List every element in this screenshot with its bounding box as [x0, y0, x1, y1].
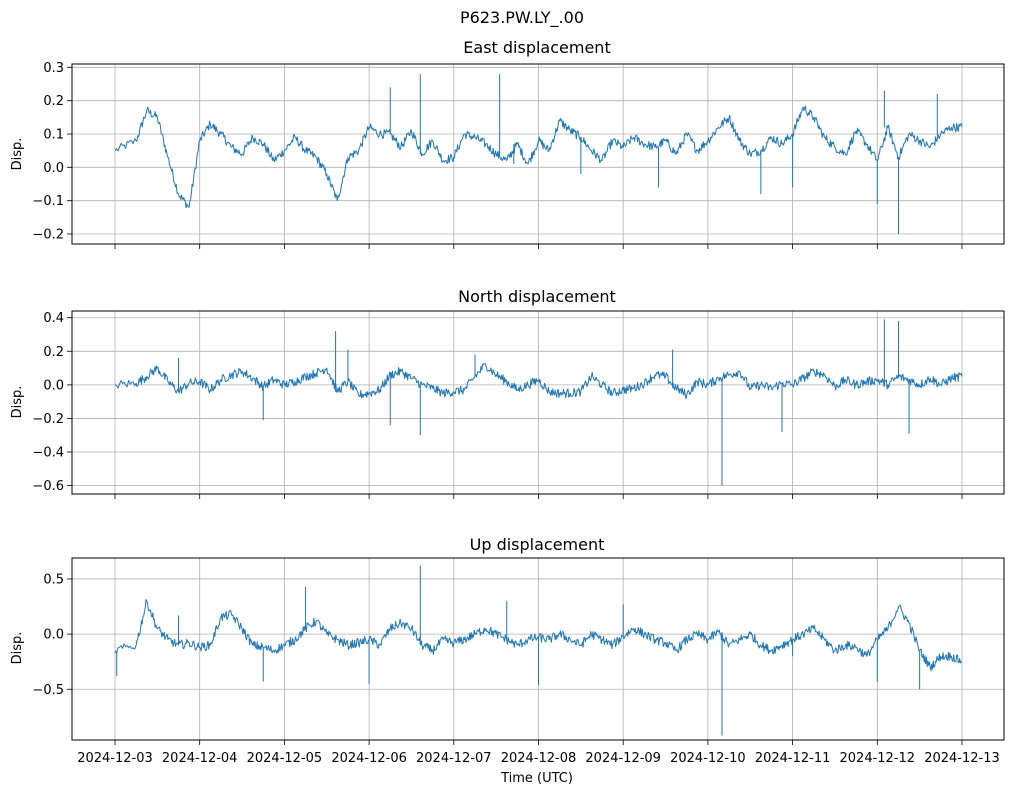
north-panel: North displacement Disp. 0.4 0.2 0.0 −0.2 −0… — [10, 287, 1005, 499]
y-tick-label: −0.2 — [32, 228, 64, 243]
y-tick-label: 0.3 — [43, 61, 64, 76]
up-ticks: 2024-12-03 2024-12-04 2024-12-05 2024-12-06… — [32, 572, 999, 766]
x-axis-label: Time (UTC) — [500, 771, 573, 786]
east-ticks: 0.3 0.2 0.1 0.0 −0.1 −0.2 — [32, 61, 963, 249]
y-tick-label: −0.1 — [32, 194, 64, 209]
up-axes-frame — [71, 557, 1005, 741]
north-grid — [72, 311, 1004, 494]
y-tick-label: 0.2 — [43, 94, 64, 109]
up-panel: Up displacement Disp. 2024-12-03 2024-12-… — [10, 535, 1005, 766]
y-tick-label: 0.4 — [43, 311, 64, 326]
figure-suptitle: P623.PW.LY_.00 — [460, 8, 584, 28]
y-tick-label: 0.0 — [43, 378, 64, 393]
east-axes-frame — [71, 63, 1005, 245]
y-tick-label: 0.5 — [43, 572, 64, 587]
displacement-series-line — [114, 105, 963, 209]
north-y-label: Disp. — [10, 386, 25, 419]
x-tick-label: 2024-12-11 — [755, 751, 831, 766]
x-tick-label: 2024-12-05 — [247, 751, 323, 766]
east-grid — [72, 64, 1004, 244]
north-plot-area — [114, 319, 963, 486]
x-tick-label: 2024-12-04 — [162, 751, 238, 766]
y-tick-label: 0.0 — [43, 161, 64, 176]
x-tick-label: 2024-12-10 — [670, 751, 746, 766]
x-tick-label: 2024-12-09 — [585, 751, 661, 766]
y-tick-label: −0.5 — [32, 683, 64, 698]
x-tick-label: 2024-12-06 — [331, 751, 407, 766]
y-tick-label: 0.1 — [43, 128, 64, 143]
y-tick-label: 0.2 — [43, 345, 64, 360]
displacement-series-line — [114, 599, 963, 672]
north-panel-title: North displacement — [458, 287, 616, 306]
y-tick-label: −0.4 — [32, 446, 64, 461]
y-tick-label: −0.6 — [32, 479, 64, 494]
displacement-series-line — [114, 363, 963, 400]
up-plot-area — [114, 565, 963, 736]
east-y-label: Disp. — [10, 138, 25, 171]
x-tick-label: 2024-12-03 — [77, 751, 153, 766]
x-tick-label: 2024-12-13 — [924, 751, 1000, 766]
east-panel: East displacement Disp. 0.3 0.2 0.1 0.0 −0.1… — [10, 38, 1005, 249]
east-panel-title: East displacement — [463, 38, 610, 57]
x-tick-label: 2024-12-12 — [840, 751, 916, 766]
y-tick-label: −0.2 — [32, 412, 64, 427]
x-tick-label: 2024-12-08 — [501, 751, 577, 766]
y-tick-label: 0.0 — [43, 628, 64, 643]
x-tick-label: 2024-12-07 — [416, 751, 492, 766]
north-ticks: 0.4 0.2 0.0 −0.2 −0.4 −0.6 — [32, 311, 963, 499]
up-panel-title: Up displacement — [470, 535, 605, 554]
east-plot-area — [114, 74, 963, 234]
north-axes-frame — [71, 310, 1005, 495]
up-y-label: Disp. — [10, 632, 25, 665]
